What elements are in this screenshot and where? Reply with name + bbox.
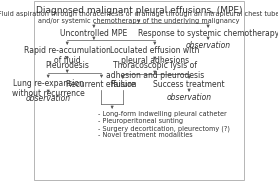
Text: Response to systemic chemotherapy: Response to systemic chemotherapy — [138, 29, 278, 38]
Text: observation: observation — [26, 94, 71, 103]
Text: Pleurodesis: Pleurodesis — [45, 61, 89, 70]
Text: Uncontrolled MPE: Uncontrolled MPE — [60, 29, 128, 38]
Text: - Long-form indwelling pleural catheter: - Long-form indwelling pleural catheter — [98, 111, 227, 117]
Text: Rapid re-accumulation
of fluid: Rapid re-accumulation of fluid — [24, 46, 111, 65]
Text: Recurrent effusion: Recurrent effusion — [66, 80, 137, 89]
Text: - Surgery decortication, pleurectomy (?): - Surgery decortication, pleurectomy (?) — [98, 125, 230, 132]
Text: Loculated effusion with
pleural adhesions: Loculated effusion with pleural adhesion… — [110, 46, 200, 65]
Text: - Pleuroperitoneal sunting: - Pleuroperitoneal sunting — [98, 118, 183, 124]
Text: observation: observation — [185, 41, 231, 50]
Text: Fluid aspiration through thoracentesis or drainage through an intrapleural chest: Fluid aspiration through thoracentesis o… — [0, 11, 278, 24]
Text: Success treatment: Success treatment — [153, 80, 225, 89]
Text: Thoracoscopic lysis of
adhesion and pleurodesis: Thoracoscopic lysis of adhesion and pleu… — [106, 61, 204, 80]
Text: observation: observation — [167, 93, 212, 102]
Text: Lung re-expansion
without recurrence: Lung re-expansion without recurrence — [12, 79, 85, 98]
Text: Diagnosed malignant pleural effusions, (MPE): Diagnosed malignant pleural effusions, (… — [36, 6, 242, 15]
Text: Failure: Failure — [110, 80, 136, 89]
Text: - Novel treatment modalities: - Novel treatment modalities — [98, 132, 192, 138]
